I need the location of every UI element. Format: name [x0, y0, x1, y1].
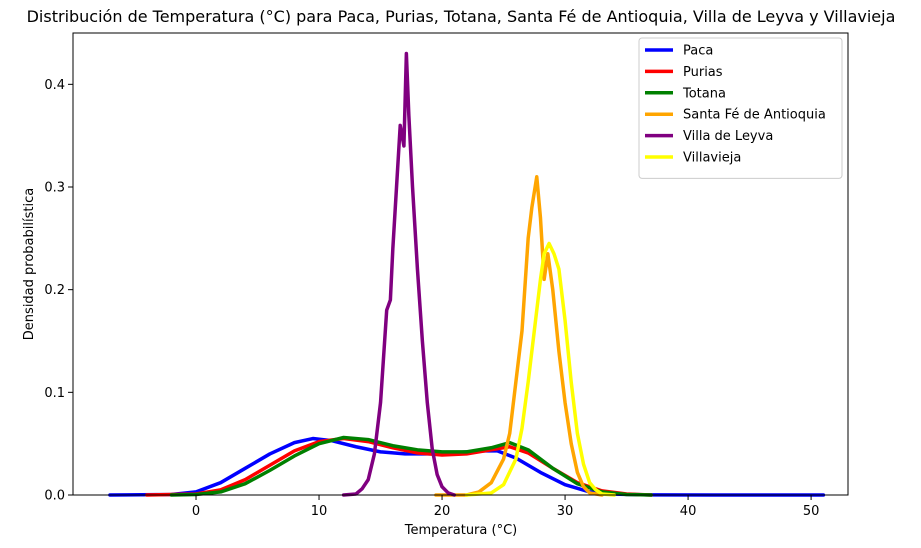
- series-line-4: [341, 51, 457, 497]
- legend: Paca Purias Totana Santa Fé de Antioquia Vil…: [638, 37, 843, 179]
- y-tick-label: 0.0: [44, 489, 65, 504]
- y-tick-label: 0.3: [44, 181, 65, 196]
- y-axis: 0.0 0.1 0.2 0.3 0.4: [44, 78, 73, 504]
- legend-label: Santa Fé de Antioquia: [683, 108, 826, 123]
- series-line-5: [464, 241, 617, 497]
- legend-label: Totana: [682, 86, 726, 101]
- chart-title: Distribución de Temperatura (°C) para Pa…: [27, 7, 896, 26]
- series-line-2: [169, 435, 653, 497]
- legend-label: Villavieja: [683, 151, 741, 166]
- legend-label: Villa de Leyva: [683, 129, 773, 144]
- y-tick-label: 0.4: [44, 78, 65, 93]
- x-axis: 0 10 20 30 40 50: [192, 495, 819, 519]
- y-axis-label: Densidad probabilística: [22, 188, 37, 340]
- x-tick-label: 40: [680, 504, 697, 519]
- plot-frame: [72, 32, 849, 496]
- x-tick-label: 30: [557, 504, 574, 519]
- x-tick-label: 0: [192, 504, 200, 519]
- legend-label: Paca: [683, 44, 713, 59]
- legend-box: [638, 37, 843, 179]
- plot-series: [108, 51, 826, 497]
- x-tick-label: 50: [803, 504, 820, 519]
- y-tick-label: 0.2: [44, 283, 65, 298]
- x-tick-label: 20: [434, 504, 451, 519]
- series-line-0: [108, 436, 826, 497]
- series-line-3: [434, 174, 604, 497]
- x-tick-label: 10: [311, 504, 328, 519]
- legend-label: Purias: [683, 65, 723, 80]
- y-tick-label: 0.1: [44, 386, 65, 401]
- x-axis-label: Temperatura (°C): [404, 523, 517, 538]
